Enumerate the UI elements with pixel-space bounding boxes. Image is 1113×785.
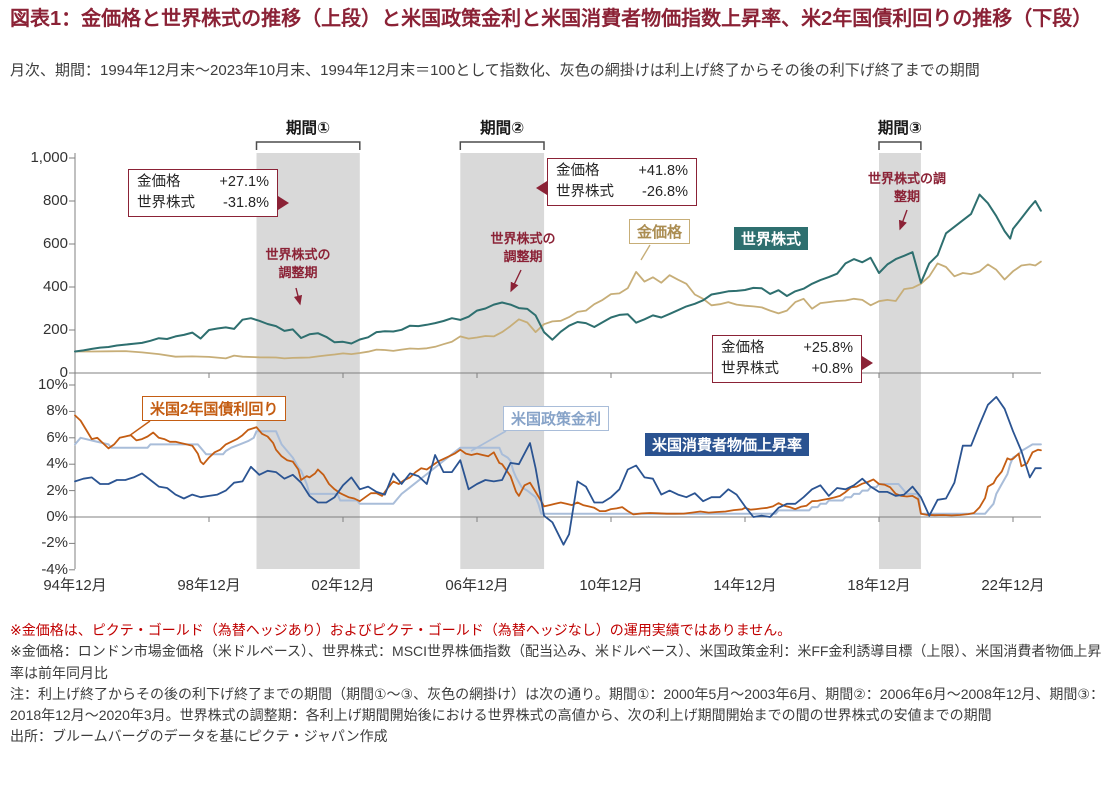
callout-series-value: +41.8%: [638, 163, 688, 179]
us-policy-rate-series-label: 米国政策金利: [503, 406, 610, 431]
callout-pointer-icon: [862, 356, 873, 370]
y-tick-label: -2%: [41, 534, 68, 552]
footnote-note: 注：利上げ終了からその後の利下げ終了までの期間（期間①～③、灰色の網掛け）は次の…: [10, 685, 1104, 724]
x-tick-label: 98年12月: [177, 577, 241, 594]
callout-series-label: 世界株式: [721, 361, 779, 377]
y-tick-label: 0: [59, 364, 68, 381]
y-tick-label: 10%: [37, 376, 68, 393]
y-tick-label: 6%: [46, 428, 68, 446]
x-tick-label: 22年12月: [981, 577, 1045, 594]
callout-series-value: -31.8%: [223, 195, 269, 211]
world-equity-correction-label-1: 世界株式の調整期: [265, 247, 331, 280]
callout-pointer-icon: [278, 196, 289, 210]
callout-pointer-icon: [536, 181, 547, 195]
world-equity-series-label: 世界株式: [734, 227, 809, 250]
y-tick-label: 8%: [46, 402, 68, 420]
x-tick-label: 06年12月: [445, 577, 509, 594]
period-label: 期間①: [286, 120, 331, 137]
callout-series-value: -26.8%: [642, 184, 688, 200]
policy-label-connector: [470, 430, 507, 452]
y-tick-label: 4%: [46, 455, 68, 473]
y-tick-label: 200: [42, 321, 68, 338]
callout-series-label: 金価格: [137, 174, 181, 190]
correction-arrow-1: [293, 287, 303, 306]
callout-series-value: +0.8%: [811, 361, 853, 377]
callout-period3-returns: 金価格 +25.8% 世界株式 +0.8%: [712, 335, 873, 383]
figure-title: 図表1：金価格と世界株式の推移（上段）と米国政策金利と米国消費者物価指数上昇率、…: [10, 8, 1093, 30]
callout-period1-returns: 金価格 +27.1% 世界株式 -31.8%: [128, 169, 289, 217]
x-tick-label: 02年12月: [311, 577, 375, 594]
x-tick-label: 18年12月: [847, 577, 911, 594]
world-equity-correction-label-2: 世界株式の調整期: [490, 231, 556, 264]
y-tick-label: -4%: [41, 560, 68, 578]
footnotes: ※金価格は、ピクテ・ゴールド（為替ヘッジあり）およびピクテ・ゴールド（為替ヘッジ…: [10, 620, 1105, 748]
series-line-us_policy_rate: [74, 430, 1042, 515]
callout-series-label: 金価格: [556, 163, 600, 179]
gold-label-connector: [640, 244, 651, 261]
correction-arrow-3: [898, 209, 908, 231]
y-tick-label: 400: [42, 278, 68, 295]
yield-label-connector: [128, 420, 151, 437]
figure-subtitle: 月次、期間：1994年12月末～2023年10月末、1994年12月末＝100と…: [10, 62, 980, 79]
callout-series-value: +25.8%: [803, 340, 853, 356]
callout-series-label: 世界株式: [137, 195, 195, 211]
us-2y-yield-series-label: 米国2年国債利回り: [142, 396, 287, 421]
footnote-warning: ※金価格は、ピクテ・ゴールド（為替ヘッジあり）およびピクテ・ゴールド（為替ヘッジ…: [10, 622, 792, 638]
callout-series-label: 金価格: [721, 340, 765, 356]
y-tick-label: 0%: [46, 508, 68, 525]
series-line-gold: [74, 260, 1042, 360]
callout-period2-returns: 金価格 +41.8% 世界株式 -26.8%: [536, 158, 697, 206]
y-tick-label: 2%: [46, 481, 68, 499]
footnote-definitions: ※金価格：ロンドン市場金価格（米ドルベース）、世界株式：MSCI世界株価指数（配…: [10, 643, 1102, 681]
period-label: 期間②: [480, 120, 525, 137]
callout-series-value: +27.1%: [219, 174, 269, 190]
y-tick-label: 800: [42, 192, 68, 209]
x-tick-label: 94年12月: [43, 577, 107, 594]
callout-series-label: 世界株式: [556, 184, 614, 200]
y-tick-label: 1,000: [30, 149, 68, 166]
correction-arrow-2: [510, 269, 522, 293]
period-label: 期間③: [877, 120, 922, 137]
world-equity-correction-label-3: 世界株式の調整期: [868, 171, 947, 204]
series-line-world_equity: [74, 193, 1042, 353]
x-tick-label: 10年12月: [579, 577, 643, 594]
footnote-source: 出所：ブルームバーグのデータを基にピクテ・ジャパン作成: [10, 728, 388, 745]
x-tick-label: 14年12月: [713, 577, 777, 594]
us-cpi-series-label: 米国消費者物価上昇率: [645, 433, 810, 456]
gold-series-label: 金価格: [629, 219, 691, 244]
y-tick-label: 600: [42, 235, 68, 252]
